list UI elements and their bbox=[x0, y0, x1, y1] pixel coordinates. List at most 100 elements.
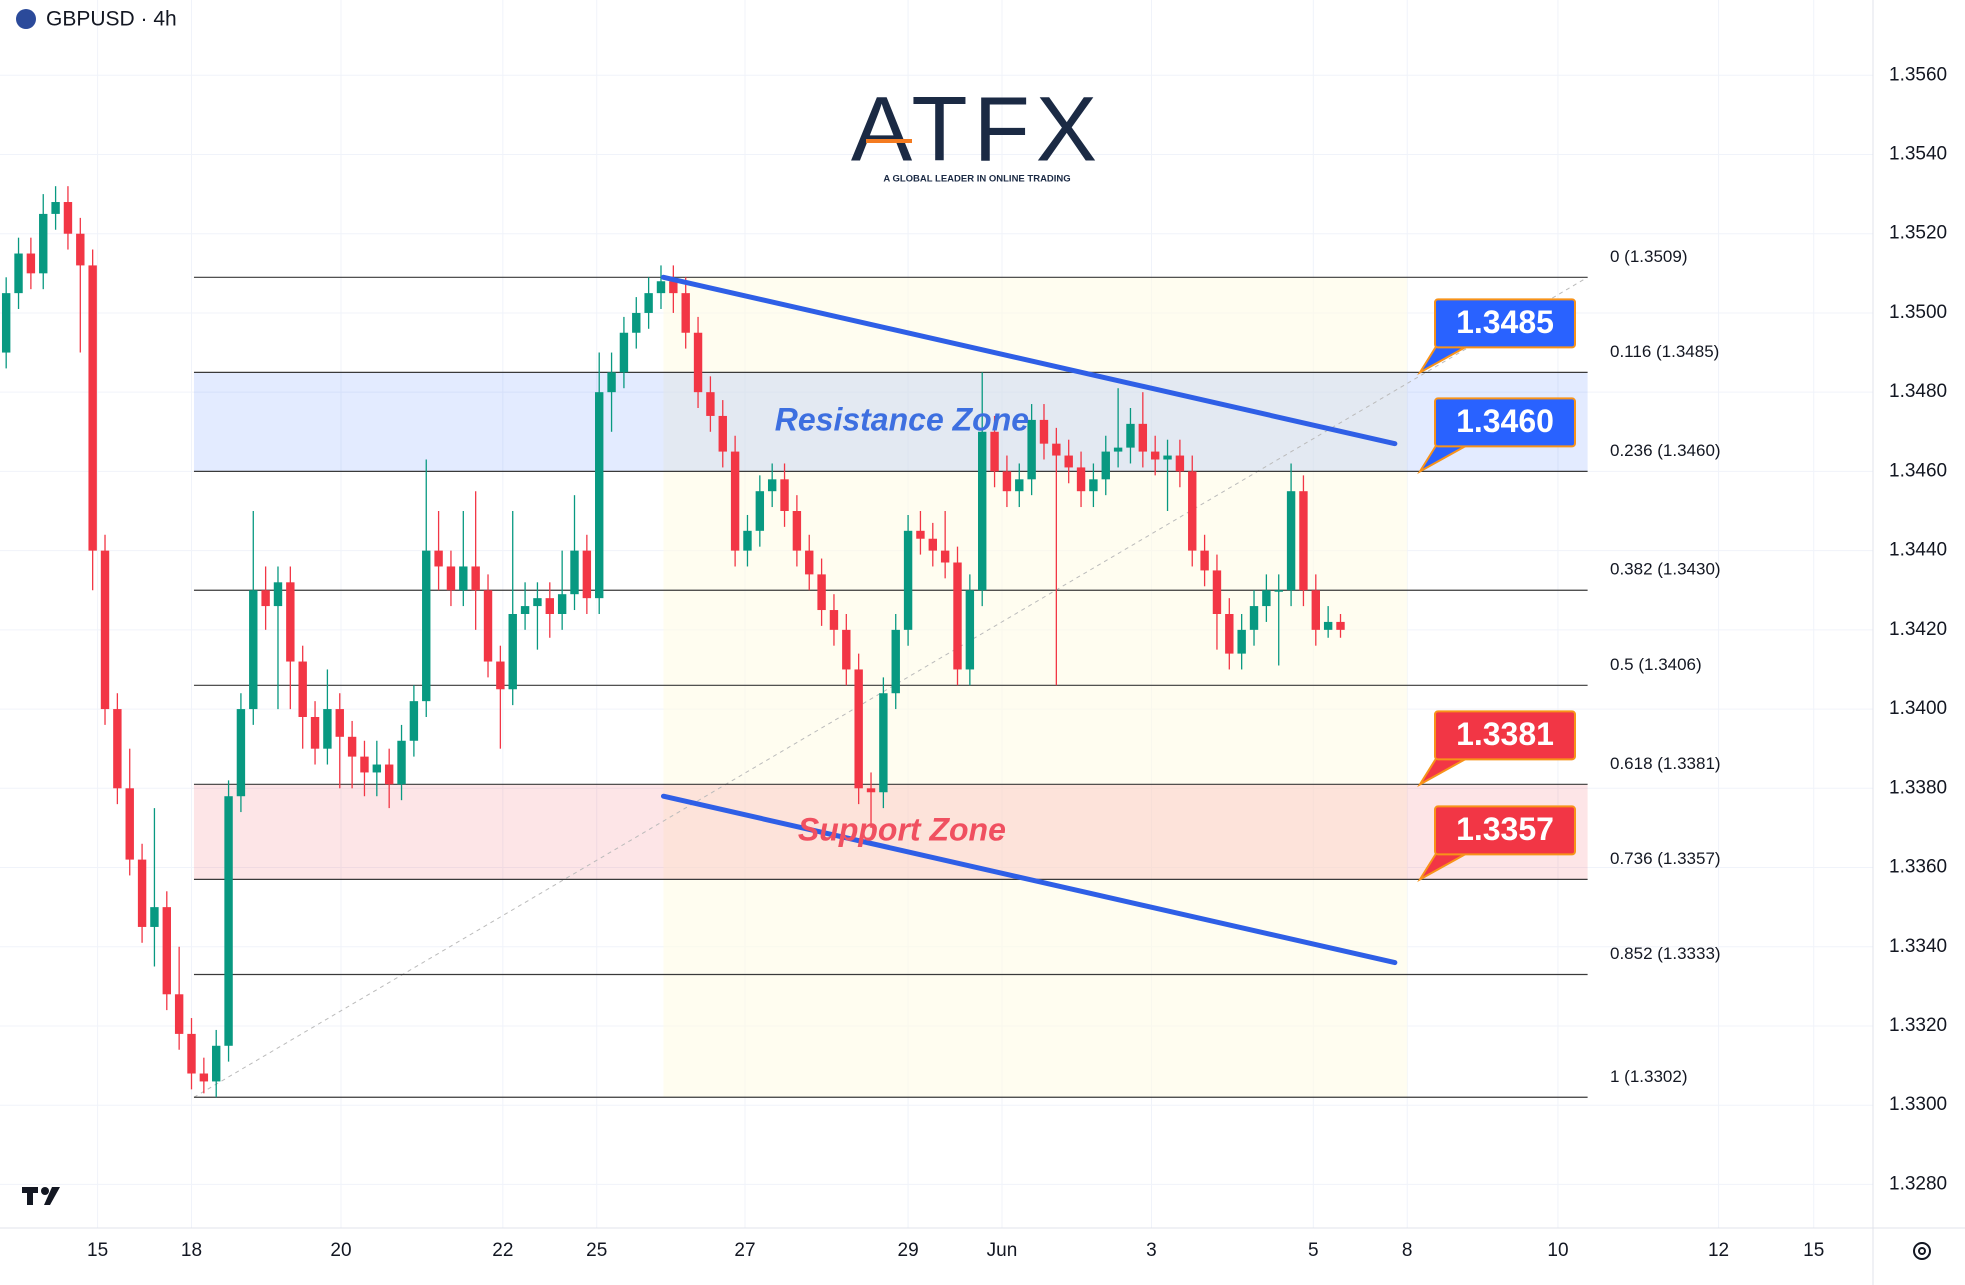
fib-label: 0 (1.3509) bbox=[1610, 247, 1688, 266]
fib-label: 0.116 (1.3485) bbox=[1610, 342, 1719, 361]
candle-body bbox=[879, 693, 888, 793]
candle-body bbox=[570, 550, 579, 595]
candle-body bbox=[1126, 423, 1135, 448]
y-tick-label: 1.3440 bbox=[1889, 540, 1947, 561]
candle-body bbox=[125, 788, 134, 860]
candle-body bbox=[273, 582, 283, 607]
candle-body bbox=[286, 582, 295, 662]
candle-body bbox=[829, 610, 839, 630]
zone bbox=[193, 784, 1588, 880]
candle-body bbox=[891, 629, 900, 694]
y-tick-label: 1.3520 bbox=[1889, 223, 1947, 244]
candle-body bbox=[347, 736, 357, 757]
candle-body bbox=[261, 590, 270, 607]
candle-body bbox=[187, 1033, 196, 1074]
candle-body bbox=[730, 451, 740, 551]
candle-body bbox=[1052, 443, 1061, 456]
settings-icon[interactable] bbox=[1913, 1242, 1931, 1260]
candle-body bbox=[1212, 570, 1222, 614]
zone-label: Resistance Zone bbox=[775, 401, 1029, 437]
y-tick-label: 1.3300 bbox=[1889, 1094, 1947, 1115]
candle-body bbox=[1237, 629, 1246, 654]
candle-body bbox=[298, 661, 307, 717]
candle-body bbox=[335, 709, 344, 737]
y-tick-label: 1.3560 bbox=[1889, 64, 1947, 85]
candle-body bbox=[224, 796, 233, 1046]
price-label: 1.3460 bbox=[1456, 403, 1554, 439]
candle-body bbox=[644, 293, 653, 313]
candle-body bbox=[249, 590, 258, 710]
candle-body bbox=[422, 550, 431, 702]
candle-body bbox=[1336, 621, 1345, 630]
candle-body bbox=[706, 392, 715, 416]
trendline bbox=[660, 274, 1398, 447]
price-label: 1.3381 bbox=[1456, 716, 1554, 752]
y-tick-label: 1.3460 bbox=[1889, 460, 1947, 481]
candle-body bbox=[545, 598, 554, 614]
candle-body bbox=[39, 213, 48, 274]
candle-body bbox=[113, 709, 122, 789]
candle-body bbox=[1027, 419, 1036, 480]
candle-body bbox=[1089, 479, 1098, 492]
candle-body bbox=[372, 764, 382, 773]
candle-body bbox=[669, 281, 678, 294]
candle-body bbox=[1286, 491, 1296, 591]
candle-body bbox=[1274, 590, 1283, 592]
candle-body bbox=[434, 550, 443, 567]
candle-body bbox=[681, 293, 690, 333]
y-tick-label: 1.3320 bbox=[1889, 1015, 1947, 1036]
candle-body bbox=[1225, 614, 1234, 654]
y-tick-label: 1.3400 bbox=[1889, 698, 1947, 719]
y-tick-label: 1.3420 bbox=[1889, 619, 1947, 640]
candle-body bbox=[446, 566, 456, 591]
candle-body bbox=[1076, 467, 1086, 492]
candle-body bbox=[1262, 590, 1271, 607]
candle-body bbox=[1249, 606, 1259, 630]
candle-body bbox=[619, 332, 629, 373]
x-tick-label: 25 bbox=[586, 1240, 607, 1261]
candle-body bbox=[63, 202, 73, 234]
x-tick-label: Jun bbox=[987, 1240, 1018, 1261]
candle-body bbox=[755, 491, 765, 531]
x-tick-label: 20 bbox=[330, 1240, 351, 1261]
candle-body bbox=[1138, 423, 1148, 452]
x-tick-label: 12 bbox=[1708, 1240, 1729, 1261]
x-tick-label: 3 bbox=[1146, 1240, 1157, 1261]
candle-body bbox=[842, 629, 851, 670]
tv-logo bbox=[22, 1187, 60, 1205]
candle-body bbox=[533, 598, 542, 607]
price-label-box bbox=[1434, 298, 1576, 349]
trendline bbox=[660, 793, 1398, 966]
candle-body bbox=[693, 332, 703, 393]
candle-body bbox=[780, 479, 789, 512]
candle-body bbox=[310, 716, 320, 749]
fib-trend bbox=[193, 276, 1588, 1098]
candle-body bbox=[990, 431, 999, 472]
candle-body bbox=[1175, 455, 1185, 472]
symbol-title: GBPUSD · 4h bbox=[46, 8, 177, 31]
candle-body bbox=[1064, 455, 1073, 468]
y-tick-label: 1.3500 bbox=[1889, 302, 1947, 323]
candle-body bbox=[1150, 451, 1160, 460]
candle-body bbox=[1163, 455, 1172, 460]
candle-body bbox=[805, 550, 814, 575]
candle-body bbox=[866, 788, 876, 793]
candle-body bbox=[632, 312, 641, 333]
candle-body bbox=[953, 562, 962, 670]
candle-body bbox=[607, 372, 616, 393]
candle-body bbox=[928, 538, 937, 551]
logo-tagline: A GLOBAL LEADER IN ONLINE TRADING bbox=[883, 174, 1070, 185]
candle-body bbox=[582, 550, 592, 599]
candle-body bbox=[1, 293, 11, 353]
candle-body bbox=[212, 1045, 221, 1082]
candle-body bbox=[199, 1073, 209, 1082]
price-label: 1.3357 bbox=[1456, 811, 1554, 847]
fib-label: 0.852 (1.3333) bbox=[1610, 944, 1721, 963]
candle-body bbox=[236, 709, 246, 797]
candle-body bbox=[496, 661, 505, 690]
candle-body bbox=[409, 701, 419, 741]
candle-body bbox=[323, 709, 332, 749]
candle-body bbox=[1015, 479, 1024, 492]
candle-body bbox=[100, 550, 110, 710]
